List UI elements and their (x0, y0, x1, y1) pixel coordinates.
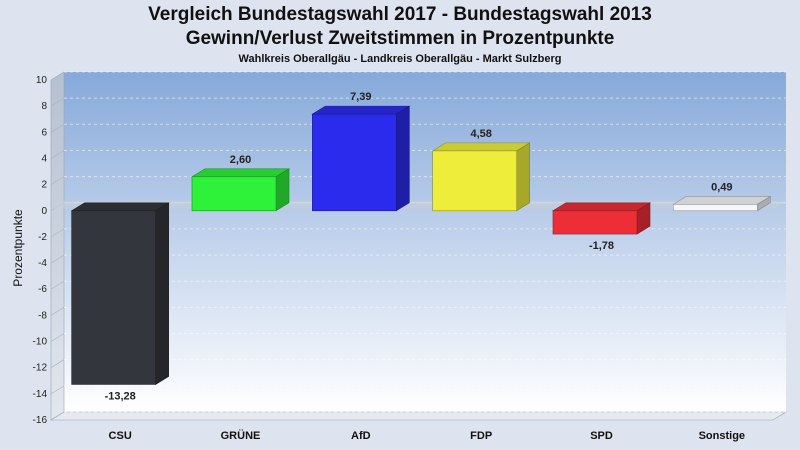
data-label-CSU: -13,28 (105, 390, 136, 402)
bar-top-AfD (311, 105, 411, 115)
x-tick-label-GRÜNE: GRÜNE (221, 429, 261, 442)
gridline-side (50, 176, 65, 185)
gridline-side (50, 307, 65, 316)
bar-side-FDP (516, 142, 530, 212)
plot-side-wall (50, 71, 65, 421)
y-tick-label: -10 (33, 337, 48, 348)
x-tick-label-Sonstige: Sonstige (699, 430, 745, 442)
y-axis-label: Prozentpunkte (11, 209, 25, 287)
bar-CSU (71, 210, 156, 385)
y-tick-label: -6 (38, 284, 47, 295)
bar-FDP (432, 150, 517, 212)
gridline-side (50, 411, 65, 421)
plot-background (64, 72, 786, 412)
data-label-SPD: -1,78 (589, 240, 614, 252)
y-tick-label: 2 (41, 180, 47, 191)
gridline-side (50, 71, 65, 81)
gridline-side (50, 280, 65, 290)
gridline-side (50, 333, 65, 342)
plot-floor (49, 411, 788, 421)
gridline-side (50, 228, 65, 238)
gridline-side (50, 385, 65, 395)
y-tick-label: -16 (33, 415, 48, 426)
bar-AfD (312, 113, 397, 212)
chart-subtitle: Gewinn/Verlust Zweitstimmen in Prozentpu… (185, 28, 615, 49)
y-tick-label: 6 (41, 127, 47, 138)
bar-side-AfD (396, 105, 410, 212)
bar-top-CSU (70, 202, 170, 212)
gridline-side (50, 254, 65, 264)
chart-caption: Wahlkreis Oberallgäu - Landkreis Oberall… (238, 53, 562, 65)
bar-SPD (552, 210, 638, 235)
x-tick-label-FDP: FDP (470, 430, 492, 442)
data-label-FDP: 4,58 (470, 128, 491, 140)
gridline-side (50, 359, 65, 368)
y-tick-label: -2 (38, 232, 47, 243)
y-tick-label: -8 (38, 310, 47, 321)
y-tick-label: 0 (41, 206, 47, 217)
bar-Sonstige (673, 204, 758, 212)
y-tick-label: -12 (33, 363, 48, 374)
gridline-side (50, 97, 65, 107)
y-tick-label: 10 (36, 75, 48, 86)
bar-top-SPD (551, 202, 652, 212)
bar-GRÜNE (191, 176, 277, 212)
x-tick-label-AfD: AfD (351, 430, 371, 442)
x-tick-label-SPD: SPD (590, 430, 613, 442)
data-label-GRÜNE: 2,60 (230, 154, 251, 166)
y-tick-label: -14 (33, 389, 48, 400)
bar-side-CSU (155, 202, 169, 385)
bar-top-FDP (431, 142, 531, 152)
data-label-Sonstige: 0,49 (711, 181, 732, 193)
gridline-side (50, 124, 65, 133)
gridline-side (50, 150, 65, 159)
y-tick-label: -4 (38, 258, 47, 269)
y-tick-label: 8 (41, 101, 47, 112)
y-tick-label: 4 (41, 153, 47, 164)
data-label-AfD: 7,39 (350, 91, 371, 103)
bar-top-GRÜNE (190, 168, 291, 178)
chart-title: Vergleich Bundestagswahl 2017 - Bundesta… (148, 4, 652, 25)
x-tick-label-CSU: CSU (109, 430, 132, 442)
bar-top-Sonstige (672, 196, 772, 205)
